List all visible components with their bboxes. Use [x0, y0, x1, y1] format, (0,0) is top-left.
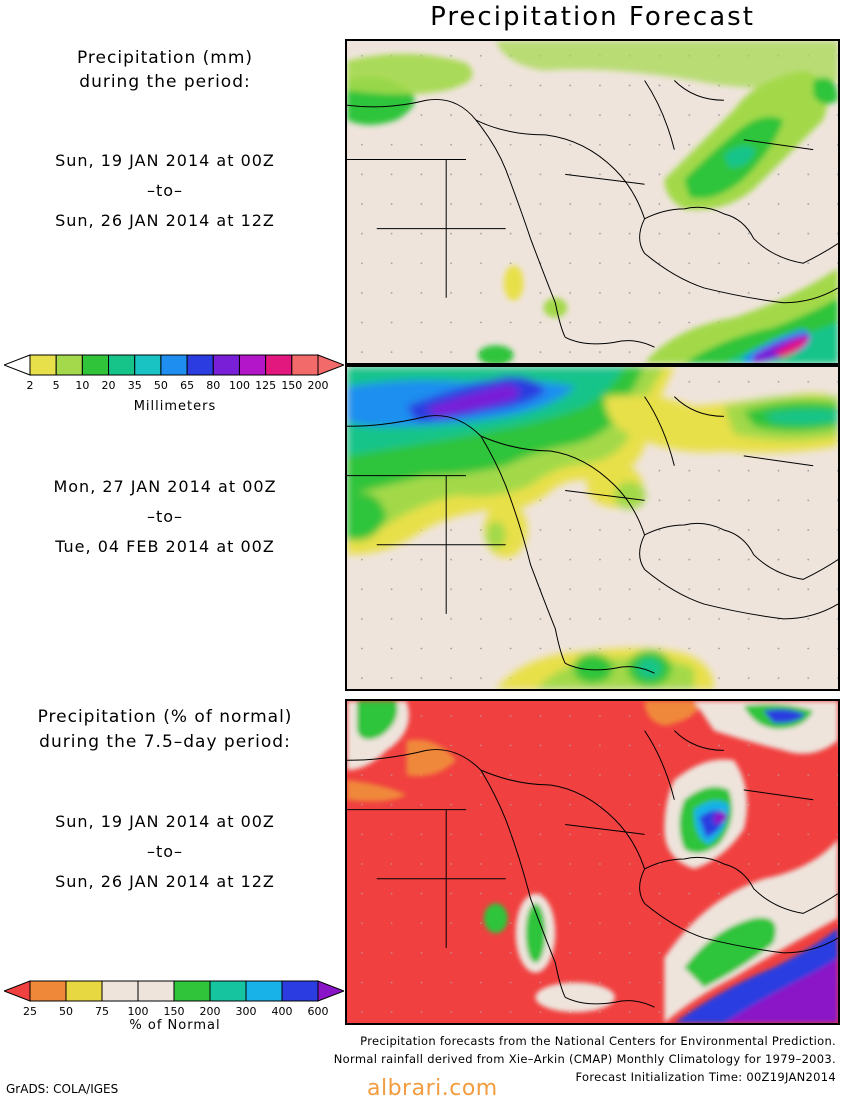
colorbar-pct-swatch [209, 980, 247, 1002]
colorbar-mm-tick-label: 80 [206, 379, 221, 392]
panel1-end-date: Sun, 26 JAN 2014 at 12Z [55, 211, 275, 230]
colorbar-percent-normal-title: % of Normal [129, 1018, 221, 1033]
colorbar-pct-swatch [137, 980, 175, 1002]
colorbar-mm-swatch [238, 354, 267, 376]
colorbar-pct-swatch [29, 980, 67, 1002]
colorbar-mm-over-triangle [317, 354, 344, 376]
colorbar-pct-tick-label: 75 [95, 1005, 109, 1018]
figure-title: Precipitation Forecast [430, 2, 755, 32]
colorbar-pct-tick-label: 200 [199, 1005, 221, 1018]
colorbar-mm-swatch [212, 354, 240, 376]
colorbar-mm-swatch [29, 354, 57, 376]
map-panel-week2-precip [345, 365, 840, 691]
colorbar-mm-swatch [108, 354, 136, 376]
colorbar-mm-swatch [186, 354, 214, 376]
colorbar-pct-under-triangle [4, 980, 31, 1002]
colorbar-pct-tick-label: 150 [163, 1005, 185, 1018]
colorbar-millimeters [4, 354, 344, 376]
colorbar-pct-over-triangle [317, 980, 344, 1002]
colorbar-pct-swatch [173, 980, 211, 1002]
colorbar-pct-tick-label: 400 [271, 1005, 293, 1018]
colorbar-mm-tick-label: 20 [101, 379, 116, 392]
colorbar-pct-swatch [65, 980, 103, 1002]
software-credit: GrADS: COLA/IGES [6, 1082, 119, 1096]
credits-line2: Normal rainfall derived from Xie–Arkin (… [333, 1052, 836, 1066]
colorbar-pct-swatch [281, 980, 319, 1002]
colorbar-pct-swatch [101, 980, 139, 1002]
colorbar-mm-swatch [81, 354, 110, 376]
panel2-to: –to– [146, 507, 184, 526]
colorbar-mm-swatch [160, 354, 188, 376]
colorbar-pct-swatch [245, 980, 283, 1002]
colorbar-mm-tick-label: 2 [26, 379, 34, 392]
colorbar-mm-swatch [291, 354, 319, 376]
credits-block: Precipitation forecasts from the Nationa… [334, 1032, 836, 1086]
panel2-end-date: Tue, 04 FEB 2014 at 00Z [55, 537, 275, 556]
panel3-heading-line2: during the 7.5–day period: [39, 732, 291, 752]
colorbar-mm-tick-label: 150 [281, 379, 303, 392]
panel3-end-date: Sun, 26 JAN 2014 at 12Z [55, 872, 275, 891]
colorbar-pct-tick-label: 300 [235, 1005, 257, 1018]
colorbar-mm-under-triangle [4, 354, 31, 376]
credits-line3: Forecast Initialization Time: 00Z19JAN20… [575, 1070, 836, 1084]
colorbar-pct-tick-label: 600 [307, 1005, 329, 1018]
colorbar-mm-tick-label: 125 [255, 379, 277, 392]
colorbar-mm-tick-label: 65 [180, 379, 195, 392]
colorbar-millimeters-ticks: 2 5 10 20 35 50 65 80 100 125 150 200 [0, 379, 345, 393]
colorbar-mm-swatch [55, 354, 83, 376]
colorbar-mm-tick-label: 10 [75, 379, 90, 392]
map-panel-percent-normal [345, 699, 840, 1025]
colorbar-mm-swatch [134, 354, 162, 376]
panel3-to: –to– [146, 842, 184, 861]
colorbar-pct-tick-label: 50 [59, 1005, 73, 1018]
colorbar-mm-tick-label: 200 [307, 379, 329, 392]
panel1-heading-line1: Precipitation (mm) [76, 48, 254, 68]
colorbar-mm-tick-label: 50 [153, 379, 168, 392]
colorbar-mm-tick-label: 35 [127, 379, 142, 392]
colorbar-pct-tick-label: 100 [127, 1005, 149, 1018]
panel2-start-date: Mon, 27 JAN 2014 at 00Z [53, 477, 277, 496]
colorbar-mm-swatch [265, 354, 293, 376]
colorbar-percent-normal [4, 980, 344, 1002]
watermark-text: albrari.com [367, 1076, 498, 1101]
colorbar-percent-normal-ticks: 25 50 75 100 150 200 300 400 600 [0, 1005, 345, 1019]
panel1-to: –to– [146, 181, 184, 200]
colorbar-millimeters-title: Millimeters [133, 399, 217, 414]
panel1-start-date: Sun, 19 JAN 2014 at 00Z [55, 151, 275, 170]
panel3-start-date: Sun, 19 JAN 2014 at 00Z [55, 812, 275, 831]
colorbar-mm-tick-label: 100 [228, 379, 250, 392]
colorbar-pct-tick-label: 25 [23, 1005, 37, 1018]
colorbar-mm-tick-label: 5 [52, 379, 60, 392]
panel1-heading-line2: during the period: [79, 72, 251, 92]
credits-line1: Precipitation forecasts from the Nationa… [360, 1034, 836, 1048]
panel3-heading-line1: Precipitation (% of normal) [37, 707, 293, 727]
map-panel-week1-precip [345, 39, 840, 365]
